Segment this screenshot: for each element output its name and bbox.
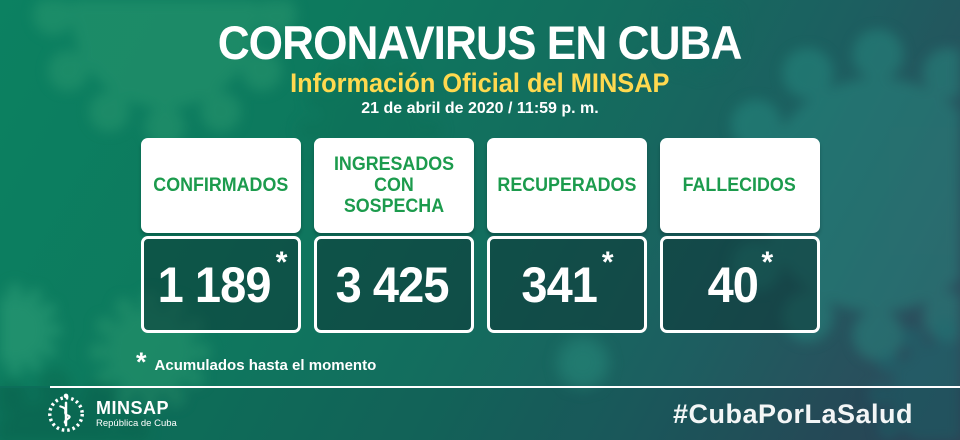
stat-label: RECUPERADOS [486,138,647,233]
stat-value: 40 [707,256,758,313]
footnote: * Acumulados hasta el momento [136,347,377,377]
minsap-logo-name: MINSAP [96,397,170,418]
stat-value: 1 189 [157,256,271,313]
minsap-logo-subtitle: República de Cuba [96,418,177,430]
asterisk-marker: * [761,245,774,279]
stat-cards-row: CONFIRMADOS 1 189 * INGRESADOS CON SOSPEC… [0,138,960,333]
report-date: 21 de abril de 2020 / 11:59 p. m. [361,100,599,117]
minsap-emblem-icon [48,393,84,432]
header: CORONAVIRUS EN CUBA Información Oficial … [0,18,960,118]
minsap-logo: MINSAP República de Cuba [45,393,177,435]
stat-card-confirmados: CONFIRMADOS 1 189 * [140,138,301,333]
footnote-asterisk: * [136,347,147,377]
stat-card-recuperados: RECUPERADOS 341 * [486,138,647,333]
footer-bar: MINSAP República de Cuba #CubaPorLaSalud [0,385,960,440]
stat-value-box: 40 * [659,236,820,333]
virus-icon [554,334,612,392]
hashtag-cubaporlasalud: #CubaPorLaSalud [672,398,913,429]
stat-label: CONFIRMADOS [140,138,301,233]
page-subtitle: Información Oficial del MINSAP [290,68,670,98]
minsap-logo-text: MINSAP República de Cuba [96,397,177,430]
stat-label: FALLECIDOS [659,138,820,233]
stat-value-box: 3 425 [313,236,474,333]
stat-card-fallecidos: FALLECIDOS 40 * [659,138,820,333]
stat-label: INGRESADOS CON SOSPECHA [313,138,474,233]
stat-value-box: 1 189 * [140,236,301,333]
asterisk-marker: * [275,245,288,279]
footnote-text: Acumulados hasta el momento [154,357,377,374]
stat-value: 3 425 [336,256,450,313]
stat-value: 341 [521,256,599,313]
asterisk-marker: * [601,245,614,279]
stat-value-box: 341 * [486,236,647,333]
stat-card-ingresados: INGRESADOS CON SOSPECHA 3 425 [313,138,474,333]
page-title: CORONAVIRUS EN CUBA [218,16,743,69]
